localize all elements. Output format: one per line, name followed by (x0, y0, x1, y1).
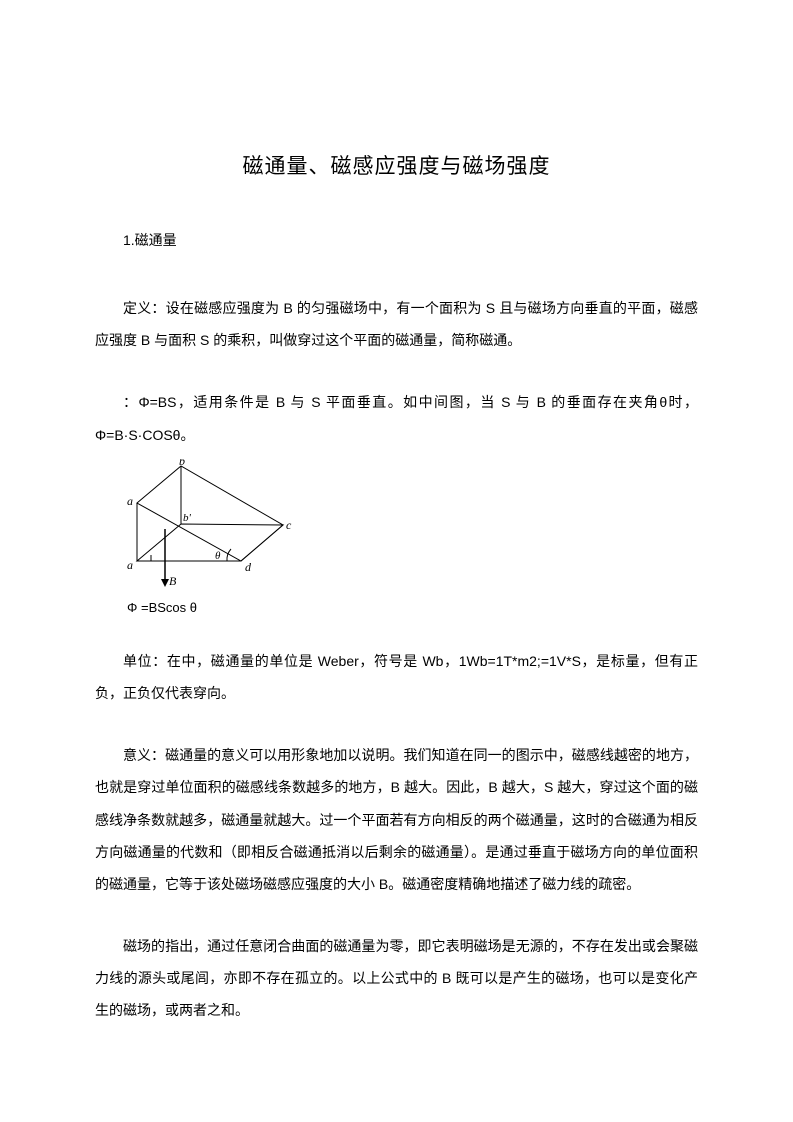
label-c: c (286, 518, 292, 532)
paragraph-unit: 单位：在中，磁通量的单位是 Weber，符号是 Wb，1Wb=1T*m2;=1V… (95, 645, 698, 709)
label-d: d (245, 560, 252, 574)
flux-diagram: a b c d a b' θ B (123, 459, 698, 594)
label-a1: a (127, 494, 133, 508)
label-B: B (169, 574, 177, 588)
flux-diagram-svg: a b c d a b' θ B (123, 459, 293, 589)
paragraph-field: 磁场的指出，通过任意闭合曲面的磁通量为零，即它表明磁场是无源的，不存在发出或会聚… (95, 930, 698, 1027)
diagram-caption: Φ =BScos θ (127, 600, 698, 615)
document-title: 磁通量、磁感应强度与磁场强度 (95, 150, 698, 180)
document-page: 磁通量、磁感应强度与磁场强度 1.磁通量 定义：设在磁感应强度为 B 的匀强磁场… (0, 0, 793, 1122)
label-bp: b' (183, 512, 192, 524)
paragraph-meaning: 意义：磁通量的意义可以用形象地加以说明。我们知道在同一的图示中，磁感线越密的地方… (95, 739, 698, 900)
label-a2: a (127, 558, 133, 572)
paragraph-formula: ：Φ=BS，适用条件是 B 与 S 平面垂直。如中间图，当 S 与 B 的垂面存… (95, 386, 698, 450)
section-heading-1: 1.磁通量 (95, 230, 698, 250)
paragraph-definition: 定义：设在磁感应强度为 B 的匀强磁场中，有一个面积为 S 且与磁场方向垂直的平… (95, 292, 698, 356)
label-b: b (179, 459, 185, 468)
label-theta: θ (215, 550, 221, 562)
